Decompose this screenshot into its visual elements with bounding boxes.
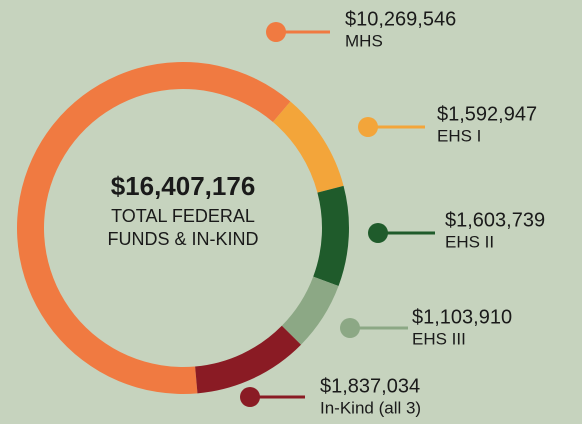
value-label: $1,837,034 xyxy=(320,375,420,397)
category-label: EHS I xyxy=(437,126,481,145)
value-label: $1,592,947 xyxy=(437,103,537,125)
category-label: In-Kind (all 3) xyxy=(320,398,421,417)
category-label: MHS xyxy=(345,31,383,50)
category-label: EHS III xyxy=(412,329,466,348)
donut-segment xyxy=(281,276,339,345)
donut-segment xyxy=(272,101,344,193)
center-subtitle: FUNDS & IN-KIND xyxy=(107,229,258,249)
value-label: $1,603,739 xyxy=(445,209,545,231)
center-title: $16,407,176 xyxy=(111,171,256,201)
value-label: $10,269,546 xyxy=(345,8,456,30)
center-subtitle: TOTAL FEDERAL xyxy=(111,206,255,226)
donut-segment xyxy=(16,61,291,394)
callout-dot xyxy=(240,387,260,407)
callout-dot xyxy=(266,22,286,42)
donut-segment xyxy=(195,325,302,394)
callout-dot xyxy=(340,318,360,338)
callout-dot xyxy=(368,223,388,243)
category-label: EHS II xyxy=(445,232,494,251)
value-label: $1,103,910 xyxy=(412,306,512,328)
callout-dot xyxy=(358,117,378,137)
donut-segment xyxy=(313,185,349,287)
